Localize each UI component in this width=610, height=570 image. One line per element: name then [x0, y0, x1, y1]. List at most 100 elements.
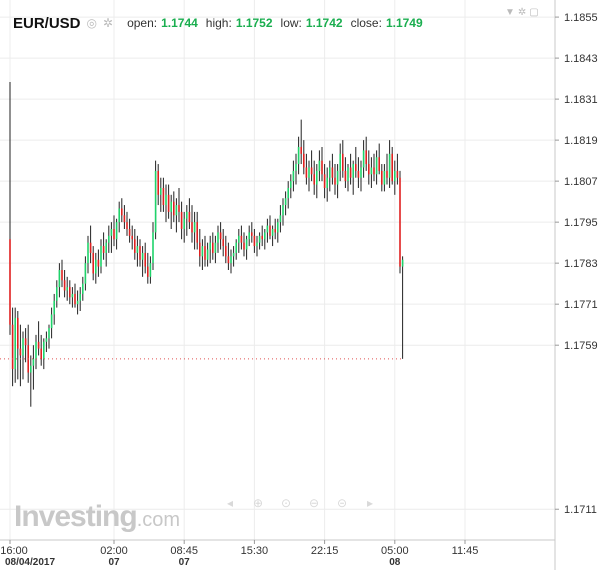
candle-down [173, 201, 175, 216]
logo-brand: Investing [14, 500, 138, 533]
high-value: 1.1752 [235, 16, 273, 30]
candle-down [378, 157, 380, 171]
candle-up [375, 157, 378, 175]
candle-up [295, 164, 297, 171]
candle-down [128, 228, 131, 236]
candle-up [53, 300, 55, 315]
scroll-left-icon[interactable]: ◂ [226, 496, 234, 510]
x-tick-label: 15:30 [241, 545, 269, 557]
candle-down [240, 235, 243, 243]
candle-down [269, 225, 271, 236]
candle-down [321, 160, 323, 175]
investing-logo: Investing.com [14, 500, 180, 534]
x-tick-sublabel: 08 [389, 557, 401, 568]
candle-up [45, 338, 48, 342]
candle-down [139, 246, 141, 260]
candle-up [170, 201, 172, 212]
candle-down [386, 170, 388, 178]
zoom-out-icon[interactable]: ⊖ [308, 496, 320, 510]
eye-icon[interactable]: ◎ [86, 16, 97, 30]
zoom-reset-icon[interactable]: ⊙ [280, 496, 292, 510]
candle-down [212, 242, 214, 253]
candle-up [360, 167, 362, 178]
zoom-out-more-icon[interactable]: ⊝ [336, 496, 348, 510]
candlestick-series [9, 82, 404, 407]
candle-up [297, 146, 300, 165]
candle-down [11, 324, 14, 370]
candle-down [123, 215, 126, 223]
candle-up [209, 242, 211, 250]
candle-down [349, 167, 352, 178]
candle-up [277, 222, 279, 233]
candle-up [308, 167, 310, 178]
x-tick-sublabel: 07 [179, 557, 191, 568]
candle-down [355, 164, 357, 171]
x-tick-label: 11:45 [452, 545, 479, 557]
high-label: high: [205, 16, 232, 30]
chart-header: EUR/USD ◎ ✲ open: 1.1744 high: 1.1752 low:… [13, 13, 423, 33]
candle-down [334, 177, 336, 185]
candle-up [258, 235, 261, 243]
candle-down [357, 170, 360, 178]
chart-top-controls: ▼ ✲ ▢ [505, 7, 539, 18]
candle-down [188, 211, 191, 223]
x-tick-label: 08:45 [170, 545, 198, 557]
candle-up [401, 259, 404, 267]
candle-down [144, 252, 146, 267]
candle-down [303, 153, 305, 168]
candle-up [79, 293, 81, 301]
candle-up [108, 235, 110, 243]
candle-down [162, 187, 165, 206]
x-tick-label: 05:00 [381, 545, 409, 557]
candle-down [261, 235, 263, 240]
candle-up [279, 215, 282, 223]
y-tick-label: 1.1819 [564, 135, 598, 147]
candle-up [186, 211, 188, 219]
candle-up [316, 170, 318, 185]
candle-down [365, 150, 367, 165]
candle-down [396, 170, 399, 178]
candle-up [175, 205, 178, 216]
candle-up [50, 314, 53, 329]
candle-down [9, 239, 11, 325]
candle-up [160, 187, 162, 195]
candle-up [105, 242, 107, 253]
x-tick-label: 16:00 [0, 545, 28, 557]
candle-up [66, 287, 68, 291]
candle-up [193, 222, 196, 233]
square-icon[interactable]: ▢ [529, 7, 539, 18]
candle-down [331, 167, 334, 178]
candle-down [222, 239, 224, 247]
low-value: 1.1742 [305, 16, 343, 30]
gear-icon[interactable]: ✲ [517, 7, 527, 18]
candle-down [225, 246, 227, 257]
y-tick-label: 1.1771 [564, 299, 598, 311]
candle-up [95, 259, 97, 274]
scroll-right-icon[interactable]: ▸ [366, 496, 374, 510]
candle-down [102, 246, 105, 253]
candle-up [383, 170, 386, 185]
candle-down [313, 174, 315, 185]
open-value: 1.1744 [161, 16, 198, 30]
gear-icon[interactable]: ✲ [103, 16, 114, 30]
x-tick-label: 02:00 [100, 545, 128, 557]
triangle-down-icon[interactable]: ▼ [505, 7, 515, 18]
candle-up [87, 242, 89, 264]
candle-down [191, 222, 193, 233]
candle-down [219, 232, 222, 240]
candle-down [196, 222, 198, 243]
candle-down [391, 153, 393, 182]
candle-up [394, 170, 396, 182]
candle-down [61, 270, 63, 281]
candle-up [256, 242, 258, 247]
zoom-in-icon[interactable]: ⊕ [252, 496, 264, 510]
candle-up [264, 232, 266, 240]
candle-down [180, 211, 183, 229]
candle-up [152, 232, 154, 264]
close-label: close: [350, 16, 382, 30]
candle-down [310, 167, 313, 175]
candle-down [300, 146, 302, 154]
candle-down [131, 235, 133, 240]
candle-down [134, 239, 136, 253]
